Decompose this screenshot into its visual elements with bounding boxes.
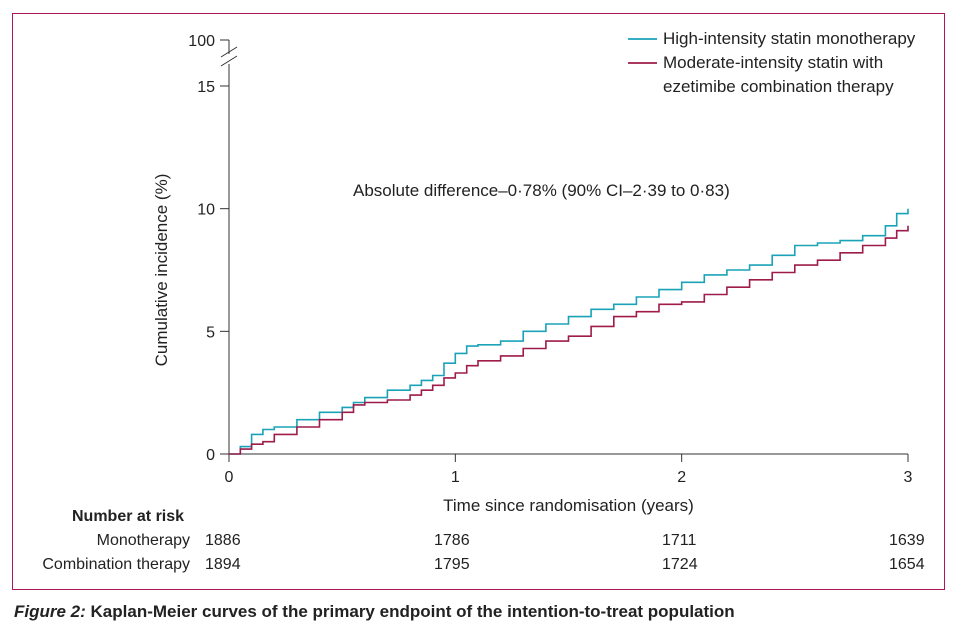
caption-text: Kaplan-Meier curves of the primary endpo… bbox=[85, 602, 735, 621]
figure-frame bbox=[12, 13, 945, 590]
risk-mono-t3: 1639 bbox=[889, 532, 925, 549]
figure-caption: Figure 2: Kaplan-Meier curves of the pri… bbox=[14, 602, 735, 622]
x-tick-label: 2 bbox=[677, 469, 686, 486]
risk-combo-t1: 1795 bbox=[434, 556, 470, 573]
x-axis-label: Time since randomisation (years) bbox=[443, 496, 694, 515]
risk-row-label-monotherapy: Monotherapy bbox=[96, 532, 190, 549]
risk-mono-t1: 1786 bbox=[434, 532, 470, 549]
x-tick-label: 3 bbox=[904, 469, 913, 486]
y-axis-label: Cumulative incidence (%) bbox=[152, 174, 171, 367]
y-axis-break-mark bbox=[220, 46, 238, 58]
y-tick-label: 15 bbox=[197, 79, 215, 96]
y-tick-label: 0 bbox=[206, 447, 215, 464]
legend-label-monotherapy: High-intensity statin monotherapy bbox=[663, 29, 916, 48]
x-tick-label: 0 bbox=[225, 469, 234, 486]
figure-label: Figure 2: bbox=[14, 602, 86, 621]
annotation-text: Absolute difference–0·78% (90% CI–2·39 t… bbox=[353, 181, 730, 200]
series-line-monotherapy bbox=[229, 208, 909, 455]
series-line-combination bbox=[229, 225, 909, 455]
risk-combo-t0: 1894 bbox=[205, 556, 241, 573]
risk-combo-t2: 1724 bbox=[662, 556, 698, 573]
risk-row-label-combination: Combination therapy bbox=[42, 556, 190, 573]
legend-label-combination: Moderate-intensity statin with ezetimibe … bbox=[663, 53, 894, 96]
y-tick-label: 100 bbox=[188, 33, 215, 50]
risk-table-title: Number at risk bbox=[72, 508, 185, 525]
risk-combo-t3: 1654 bbox=[889, 556, 925, 573]
y-tick-label: 5 bbox=[206, 324, 215, 341]
y-axis-break-mark bbox=[220, 55, 238, 67]
risk-mono-t2: 1711 bbox=[662, 532, 697, 549]
risk-mono-t0: 1886 bbox=[205, 532, 241, 549]
x-tick-label: 1 bbox=[451, 469, 460, 486]
y-tick-label: 10 bbox=[197, 202, 215, 219]
